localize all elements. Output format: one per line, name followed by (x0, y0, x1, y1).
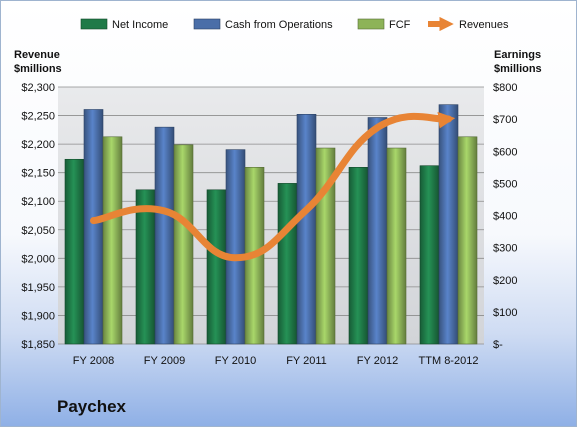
bar-net-income-2 (206, 189, 227, 345)
x-tick-label: TTM 8-2012 (419, 355, 479, 367)
bar-net-income-5 (419, 165, 440, 345)
bar-fcf-4 (386, 147, 407, 345)
bar-cash-from-operations-0 (83, 109, 104, 345)
left-tick-label: $2,050 (21, 225, 55, 237)
left-axis-title: $millions (14, 63, 62, 75)
right-axis-title: $millions (494, 63, 542, 75)
right-tick-label: $- (493, 339, 503, 351)
x-tick-label: FY 2008 (73, 355, 114, 367)
bar-net-income-4 (348, 167, 369, 345)
bar-fcf-0 (102, 136, 123, 345)
right-tick-label: $200 (493, 275, 517, 287)
left-tick-label: $1,850 (21, 339, 55, 351)
left-tick-label: $1,950 (21, 282, 55, 294)
right-tick-label: $800 (493, 82, 517, 94)
bar-net-income-3 (277, 183, 298, 345)
legend-label: Net Income (112, 19, 168, 31)
left-tick-label: $2,100 (21, 196, 55, 208)
bar-net-income-1 (135, 189, 156, 345)
bar-cash-from-operations-5 (438, 104, 459, 345)
left-axis-title: Revenue (14, 49, 60, 61)
right-tick-label: $300 (493, 243, 517, 255)
company-name: Paychex (57, 397, 126, 416)
left-tick-label: $1,900 (21, 310, 55, 322)
right-axis-title: Earnings (494, 49, 541, 61)
axes: $1,850 $1,900 $1,950 $2,000 $2,050 $2,100 $2,1… (14, 49, 542, 367)
plot-area (58, 87, 484, 344)
revenue-line (90, 111, 456, 262)
right-tick-label: $100 (493, 307, 517, 319)
left-tick-label: $2,150 (21, 168, 55, 180)
left-tick-label: $2,000 (21, 253, 55, 265)
right-tick-label: $500 (493, 178, 517, 190)
right-tick-label: $400 (493, 211, 517, 223)
left-tick-label: $2,200 (21, 139, 55, 151)
bar-cash-from-operations-2 (225, 149, 246, 345)
legend-swatch-net-income (80, 18, 108, 30)
right-tick-label: $700 (493, 114, 517, 126)
x-tick-label: FY 2010 (215, 355, 256, 367)
x-tick-label: FY 2011 (286, 355, 327, 367)
legend-label: Revenues (459, 19, 509, 31)
legend-swatch-fcf (357, 18, 385, 30)
line-revenues (90, 111, 456, 262)
right-tick-label: $600 (493, 146, 517, 158)
x-tick-label: FY 2012 (357, 355, 398, 367)
legend: Net Income Cash from Operations FCF Revenue… (80, 16, 509, 32)
x-tick-label: FY 2009 (144, 355, 185, 367)
bar-fcf-1 (173, 144, 194, 345)
left-tick-label: $2,250 (21, 111, 55, 123)
gridlines (58, 86, 484, 345)
legend-label: FCF (389, 19, 411, 31)
legend-swatch-cash-from-operations (193, 18, 221, 30)
legend-label: Cash from Operations (225, 19, 333, 31)
bar-cash-from-operations-1 (154, 126, 175, 345)
bar-fcf-5 (457, 136, 478, 345)
bar-cash-from-operations-3 (296, 114, 317, 345)
bar-net-income-0 (64, 158, 85, 345)
left-tick-label: $2,300 (21, 82, 55, 94)
bar-cash-from-operations-4 (367, 117, 388, 345)
